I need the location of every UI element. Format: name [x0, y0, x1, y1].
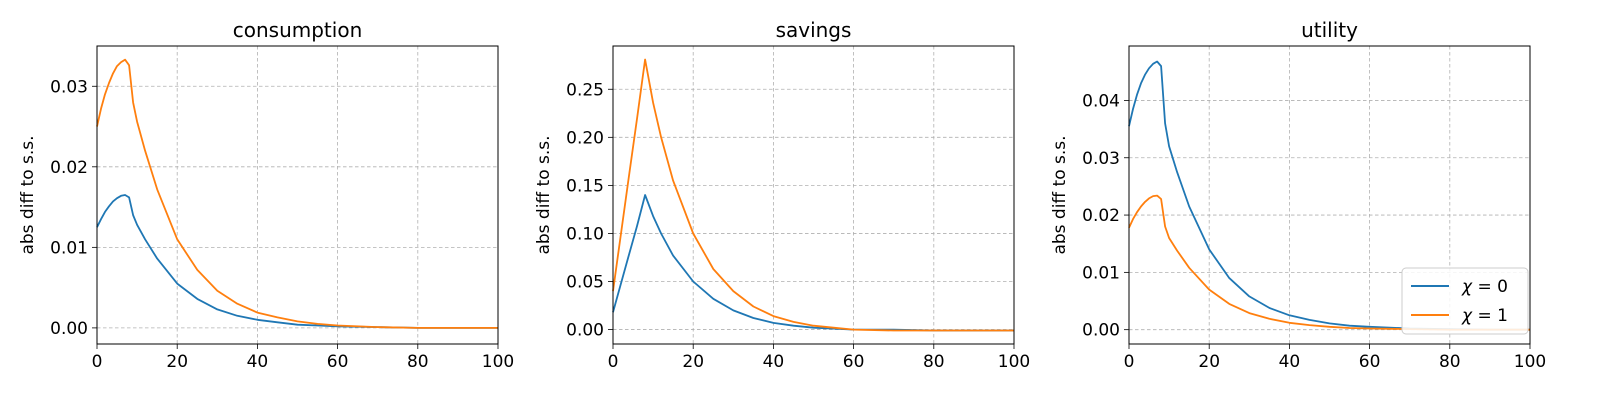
y-tick-label: 0.04 [1082, 91, 1120, 111]
chart-panel-1: 0 20 40 60 80 100 0.00 0.05 0.10 0.15 0.20 0.25 savi… [534, 18, 1030, 372]
series-line-chi-1 [96, 58, 498, 329]
legend-label-chi-0: χ = 0 [1461, 277, 1508, 297]
chart-title: utility [1301, 18, 1358, 42]
series-line-chi-1 [1128, 194, 1530, 331]
chart-title: consumption [233, 18, 363, 42]
plot-frame [1128, 45, 1531, 345]
x-tick-label: 60 [1359, 352, 1381, 372]
series-line-chi-0 [96, 194, 498, 329]
series-line-chi-1 [612, 58, 1014, 332]
x-tick-label: 100 [482, 352, 514, 372]
y-tick-label: 0.10 [566, 224, 604, 244]
legend: χ = 0 χ = 1 [1401, 267, 1529, 335]
y-axis-label: abs diff to s.s. [534, 135, 554, 254]
y-tick-label: 0.05 [566, 273, 604, 293]
x-tick-label: 20 [1198, 352, 1220, 372]
plot-frame [612, 45, 1015, 345]
x-tick-label: 80 [1439, 352, 1461, 372]
chart-panel-0: 0 20 40 60 80 100 0.00 0.01 0.02 0.03 consumption a… [18, 18, 514, 372]
x-tick-label: 20 [166, 352, 188, 372]
x-tick-label: 20 [682, 352, 704, 372]
plot-frame [96, 45, 499, 345]
y-tick-label: 0.02 [1082, 206, 1120, 226]
chart-title: savings [776, 18, 852, 42]
series-line-chi-0 [612, 194, 1014, 332]
legend-label-chi-1: χ = 1 [1461, 306, 1508, 326]
y-tick-label: 0.00 [1082, 321, 1120, 341]
y-axis-label: abs diff to s.s. [1050, 135, 1070, 254]
x-tick-label: 0 [92, 352, 103, 372]
y-tick-label: 0.15 [566, 176, 604, 196]
x-tick-label: 100 [998, 352, 1030, 372]
chart-panel-2: 0 20 40 60 80 100 0.00 0.01 0.02 0.03 0.04 utility a… [1050, 18, 1546, 372]
x-tick-label: 80 [923, 352, 945, 372]
y-axis-label: abs diff to s.s. [18, 135, 38, 254]
x-tick-label: 80 [407, 352, 429, 372]
x-tick-label: 100 [1514, 352, 1546, 372]
x-tick-label: 40 [763, 352, 785, 372]
y-tick-label: 0.00 [50, 319, 88, 339]
x-tick-label: 60 [327, 352, 349, 372]
y-tick-label: 0.01 [50, 238, 88, 258]
legend-box [1401, 267, 1529, 335]
y-tick-label: 0.20 [566, 128, 604, 148]
y-tick-label: 0.25 [566, 80, 604, 100]
y-tick-label: 0.03 [1082, 149, 1120, 169]
y-tick-label: 0.03 [50, 77, 88, 97]
x-tick-label: 0 [608, 352, 619, 372]
y-tick-label: 0.00 [566, 321, 604, 341]
x-tick-label: 40 [1279, 352, 1301, 372]
x-tick-label: 0 [1124, 352, 1135, 372]
y-tick-label: 0.02 [50, 158, 88, 178]
series-line-chi-0 [1128, 60, 1530, 331]
x-tick-label: 40 [247, 352, 269, 372]
x-tick-label: 60 [843, 352, 865, 372]
y-tick-label: 0.01 [1082, 263, 1120, 283]
